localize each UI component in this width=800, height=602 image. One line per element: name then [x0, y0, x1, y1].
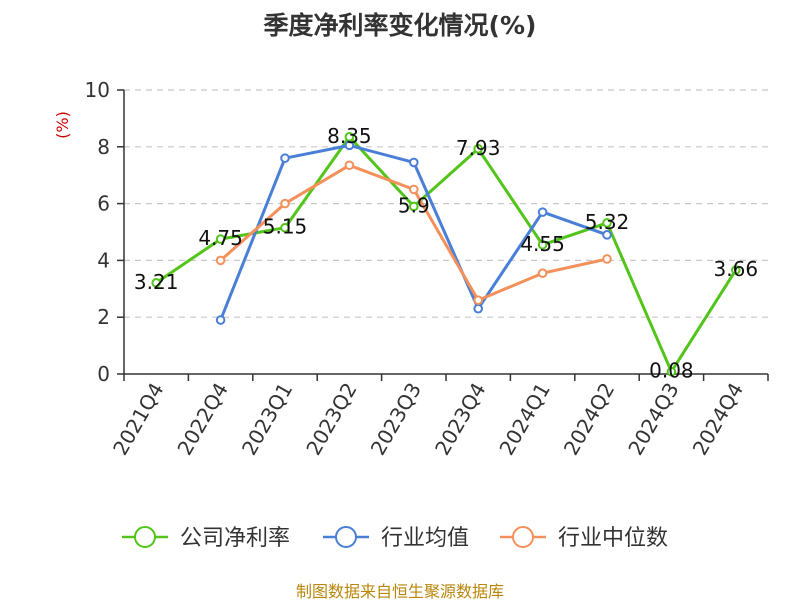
- x-tick-label: 2023Q4: [430, 379, 490, 460]
- series-2-point: [473, 295, 484, 305]
- series-1-point: [344, 140, 355, 151]
- series-1-point: [215, 315, 226, 325]
- data-label: 5.15: [263, 215, 308, 239]
- legend-marker-2: [512, 526, 534, 548]
- data-label: 5.32: [585, 210, 630, 234]
- data-labels: 3.21 4.75 5.15 8.35 5.9 7.93 4.55 5.32 0.08 3.66: [134, 124, 758, 383]
- series-0-point: [731, 265, 741, 275]
- series-lines: [151, 132, 741, 377]
- legend-marker-0: [134, 526, 156, 548]
- series-0-point: [280, 222, 290, 233]
- series-0-point: [602, 218, 612, 228]
- legend-label-2: 行业中位数: [558, 526, 668, 551]
- y-tick-label: 2: [97, 305, 110, 329]
- data-label: 0.08: [649, 359, 694, 383]
- data-label: 7.93: [456, 136, 501, 160]
- x-tick-label: 2023Q2: [301, 379, 361, 460]
- series-2-point: [215, 255, 226, 266]
- series-0-point: [151, 278, 161, 288]
- y-tick-label: 8: [97, 135, 110, 159]
- chart-title: 季度净利率变化情况(%): [263, 11, 537, 40]
- series-1-point: [409, 157, 419, 168]
- data-label: 3.21: [134, 270, 179, 294]
- series-0-point: [537, 239, 548, 250]
- data-label: 8.35: [327, 124, 372, 148]
- data-label: 4.75: [198, 226, 243, 250]
- y-tick-label: 4: [97, 248, 110, 272]
- axes: 0 2 4 6 8 10 (%) 2021Q4 2022Q4 2023Q1 2023Q2 2023Q3…: [53, 78, 769, 460]
- y-axis-unit-label: (%): [53, 111, 72, 139]
- series-2-point: [602, 254, 612, 264]
- series-0-point: [215, 234, 226, 244]
- series-1-point: [602, 230, 612, 240]
- x-tick-label: 2024Q1: [494, 379, 554, 460]
- data-source-note: 制图数据来自恒生聚源数据库: [295, 582, 504, 601]
- data-label: 4.55: [520, 232, 565, 256]
- legend-marker-1: [335, 526, 357, 548]
- data-label: 5.9: [398, 193, 430, 217]
- series-2-point: [280, 198, 290, 209]
- y-tick-label: 10: [85, 78, 110, 102]
- series-1-point: [473, 303, 484, 314]
- data-label: 3.66: [714, 257, 759, 281]
- series-1-point: [280, 153, 290, 163]
- series-0-point: [666, 366, 677, 377]
- series-line-0: [155, 135, 738, 374]
- y-tick-label: 0: [97, 362, 110, 386]
- x-tick-label: 2023Q3: [366, 379, 426, 460]
- series-0-point: [473, 143, 484, 154]
- x-tick-label: 2024Q4: [688, 379, 748, 460]
- series-2-point: [409, 184, 419, 195]
- legend: 公司净利率 行业均值 行业中位数: [122, 526, 668, 551]
- y-tick-label: 6: [97, 192, 110, 216]
- series-0-point: [409, 201, 419, 212]
- x-tick-label: 2021Q4: [108, 379, 168, 460]
- x-tick-label: 2023Q1: [237, 379, 297, 460]
- x-tick-label: 2024Q2: [559, 379, 619, 460]
- x-tick-label: 2024Q3: [623, 379, 683, 460]
- legend-label-0: 公司净利率: [180, 526, 290, 551]
- series-1-point: [537, 207, 548, 217]
- x-tick-label: 2022Q4: [172, 379, 232, 460]
- grid-lines: [124, 89, 768, 318]
- series-2-point: [344, 160, 355, 171]
- legend-label-1: 行业均值: [381, 526, 469, 551]
- series-2-point: [537, 268, 548, 278]
